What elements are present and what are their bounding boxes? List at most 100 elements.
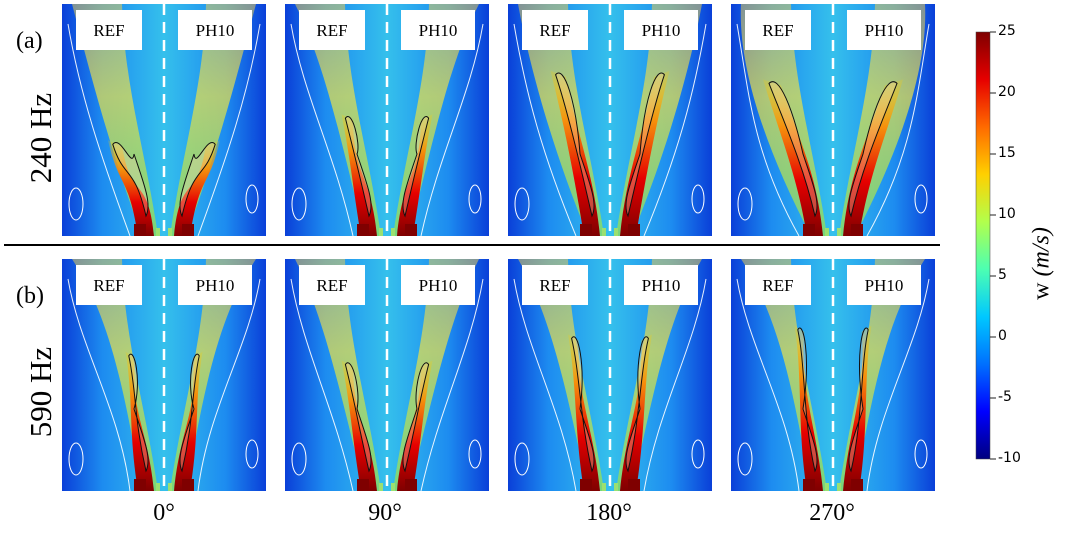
contour-loop [245, 439, 259, 469]
nozzle-center [837, 228, 841, 236]
nozzle-left [357, 224, 369, 236]
iso-contour [344, 362, 372, 473]
ph10-legend-background [624, 10, 698, 50]
colorbar-gradient [975, 31, 991, 460]
iso-contour [768, 81, 818, 218]
ph10-legend-background [624, 265, 698, 305]
colorbar-tick-label: -10 [998, 450, 1021, 466]
contour-line [420, 278, 484, 491]
ph10-legend-box: PH10 [178, 10, 252, 50]
colorbar-tick-label: 10 [998, 206, 1016, 222]
iso-contour [625, 72, 665, 218]
nozzle-left [580, 224, 592, 236]
left-jet [108, 140, 154, 236]
ref-legend-label: REF [316, 276, 347, 295]
ref-legend-background [522, 265, 588, 305]
row-divider [4, 244, 940, 246]
iso-contour [402, 115, 430, 218]
ph10-legend-box: PH10 [847, 10, 921, 50]
nozzle-center [168, 228, 172, 236]
ref-legend-box: REF [745, 10, 811, 50]
iso-contour [848, 81, 898, 218]
ph10-legend-box: PH10 [401, 10, 475, 50]
nozzle-right [405, 224, 417, 236]
contour-line [420, 23, 484, 236]
contour-line [67, 23, 131, 236]
ref-legend-box: REF [299, 265, 365, 305]
nozzle-center [168, 483, 172, 491]
ref-legend-label: REF [762, 276, 793, 295]
contour-loop [691, 184, 705, 214]
iso-contour [112, 142, 149, 218]
colorbar-tick-label: 20 [998, 84, 1016, 100]
ref-legend-label: REF [539, 276, 570, 295]
ref-legend-box: REF [76, 265, 142, 305]
nozzle-center [602, 483, 606, 491]
nozzle-left [134, 224, 146, 236]
ph10-legend-label: PH10 [642, 21, 681, 40]
ph10-legend-box: PH10 [624, 10, 698, 50]
row-b-letter: (b) [16, 283, 44, 309]
nozzle-center [825, 483, 829, 491]
nozzle-right [405, 479, 417, 491]
nozzle-left [803, 224, 815, 236]
ref-legend-label: REF [762, 21, 793, 40]
iso-contour [555, 72, 595, 218]
nozzle-left [803, 479, 815, 491]
ph10-legend-background [178, 265, 252, 305]
right-jet [843, 79, 903, 236]
nozzle-center [379, 483, 383, 491]
contour-line [290, 23, 354, 236]
ph10-legend-label: PH10 [865, 276, 904, 295]
ref-legend-background [745, 10, 811, 50]
nozzle-center [391, 228, 395, 236]
iso-contour [344, 115, 372, 218]
ph10-legend-box: PH10 [624, 265, 698, 305]
ref-legend-background [299, 265, 365, 305]
nozzle-center [379, 228, 383, 236]
ph10-legend-box: PH10 [847, 265, 921, 305]
contour-line [513, 278, 577, 491]
iso-contour [179, 353, 200, 473]
ref-legend-background [745, 265, 811, 305]
contour-loop [468, 439, 482, 469]
ref-legend-box: REF [745, 265, 811, 305]
contour-loop [68, 187, 84, 221]
colorbar-tick-label: 25 [998, 23, 1016, 39]
left-shear-layer [72, 4, 158, 236]
contour-loop [68, 442, 84, 476]
contour-line [866, 278, 930, 491]
nozzle-center [825, 228, 829, 236]
nozzle-center [837, 483, 841, 491]
nozzle-right [182, 479, 194, 491]
ref-legend-background [76, 265, 142, 305]
contour-loop [737, 442, 753, 476]
contour-loop [291, 442, 307, 476]
iso-contour [625, 336, 649, 473]
ph10-legend-label: PH10 [196, 276, 235, 295]
colorbar [975, 31, 996, 460]
left-jet [125, 351, 154, 491]
contour-line [643, 23, 707, 236]
contour-line [290, 278, 354, 491]
nozzle-left [357, 479, 369, 491]
ph10-legend-label: PH10 [865, 21, 904, 40]
nozzle-right [182, 224, 194, 236]
nozzle-center [391, 483, 395, 491]
ph10-legend-label: PH10 [419, 21, 458, 40]
left-jet [550, 70, 600, 236]
angle-label-180: 180° [586, 500, 632, 526]
nozzle-center [156, 483, 160, 491]
colorbar-tick-label: -5 [998, 389, 1012, 405]
contour-line [513, 23, 577, 236]
ref-legend-label: REF [539, 21, 570, 40]
ph10-legend-background [401, 265, 475, 305]
iso-contour [848, 327, 869, 473]
iso-contour [179, 142, 216, 218]
ph10-legend-background [178, 10, 252, 50]
ref-legend-background [76, 10, 142, 50]
ph10-legend-label: PH10 [642, 276, 681, 295]
right-jet [620, 334, 652, 491]
nozzle-center [614, 228, 618, 236]
ph10-legend-label: PH10 [196, 21, 235, 40]
